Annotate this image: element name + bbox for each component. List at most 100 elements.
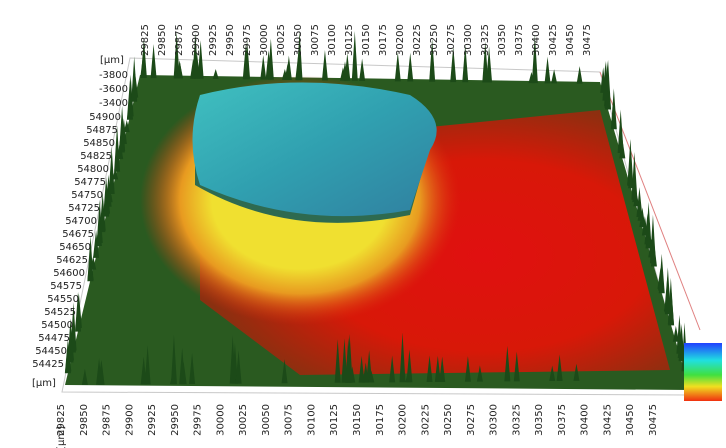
spike [242, 44, 249, 80]
top-x-tick-label: 29900 [191, 24, 202, 56]
spike [464, 356, 471, 382]
spike [341, 338, 348, 383]
spike [193, 53, 200, 79]
top-x-tick-label: 29950 [225, 24, 236, 56]
spike [114, 125, 121, 172]
left-y-tick-label: 54850 [83, 138, 115, 149]
spike [112, 168, 119, 180]
spike [123, 120, 130, 133]
spike [81, 368, 88, 385]
spike [657, 273, 664, 291]
left-y-tick-label: 54775 [74, 177, 106, 188]
spike [170, 334, 177, 385]
bottom-x-tick-label: 29975 [193, 404, 204, 436]
top-x-tick-label: 29825 [140, 24, 151, 56]
bottom-x-tick-label: 29825 [56, 404, 67, 436]
spike [549, 365, 556, 382]
spike [260, 55, 267, 80]
spike [96, 221, 103, 243]
spike [648, 238, 655, 258]
spike [235, 350, 242, 384]
top-x-tick-label: 30050 [293, 24, 304, 56]
left-y-tick-label: 54800 [77, 164, 109, 175]
spike [173, 31, 180, 79]
top-x-tick-label: 30150 [361, 24, 372, 56]
spike [407, 52, 414, 82]
top-x-tick-label: 30225 [412, 24, 423, 56]
y-unit: [µm] [32, 378, 56, 389]
bottom-x-tick-label: 30450 [625, 404, 636, 436]
spike [70, 326, 77, 351]
bottom-x-tick-label: 30225 [420, 404, 431, 436]
spike [476, 365, 483, 382]
spike [321, 50, 328, 81]
top-x-tick-label: 30025 [276, 24, 287, 56]
spike [344, 53, 351, 81]
spike [399, 332, 406, 383]
bottom-x-tick-label: 30475 [648, 404, 659, 436]
top-x-tick-label: 30425 [548, 24, 559, 56]
spike [64, 338, 71, 374]
left-y-tick-label: 54625 [56, 255, 88, 266]
left-y-tick-label: 54575 [50, 281, 82, 292]
bottom-x-tick-label: 30075 [284, 404, 295, 436]
spike [389, 355, 396, 383]
spike [368, 370, 375, 383]
spike [544, 56, 551, 84]
spike [645, 236, 652, 249]
spike [189, 352, 196, 384]
bottom-x-tick-label: 29950 [170, 404, 181, 436]
left-y-tick-label: 54550 [47, 294, 79, 305]
z-tick-label: -3400 [99, 98, 128, 109]
spike [556, 354, 563, 381]
top-x-tick-label: 30375 [514, 24, 525, 56]
left-y-tick-label: 54450 [35, 346, 67, 357]
spike [627, 161, 634, 185]
top-x-tick-label: 30100 [327, 24, 338, 56]
spike [93, 230, 100, 258]
spike [528, 71, 535, 84]
bottom-x-tick-label: 29850 [79, 404, 90, 436]
spike [75, 293, 82, 329]
bottom-x-tick-label: 30125 [329, 404, 340, 436]
spike [229, 335, 236, 384]
top-x-tick-label: 30125 [344, 24, 355, 56]
top-x-tick-label: 30325 [480, 24, 491, 56]
bottom-x-tick-label: 30100 [306, 404, 317, 436]
spike [573, 363, 580, 381]
spike [664, 267, 671, 315]
spikes [64, 30, 691, 385]
spike [676, 314, 683, 354]
bottom-x-tick-label: 30275 [466, 404, 477, 436]
top-x-tick-label: 30175 [378, 24, 389, 56]
spike [504, 345, 511, 382]
spike [108, 147, 115, 194]
top-x-tick-label: 29850 [157, 24, 168, 56]
color-bar [684, 343, 722, 401]
spike [126, 80, 133, 120]
z-tick-label: -3800 [99, 70, 128, 81]
spike [672, 325, 679, 342]
x-unit: [µm] [56, 426, 67, 448]
spike [610, 88, 617, 130]
left-y-tick-label: 54700 [65, 216, 97, 227]
bottom-x-tick-label: 30175 [375, 404, 386, 436]
spike [531, 34, 538, 84]
spike [179, 347, 186, 385]
spike [450, 46, 457, 83]
spike [339, 67, 346, 81]
bottom-x-tick-label: 30300 [489, 404, 500, 436]
bottom-x-tick-label: 30325 [511, 404, 522, 436]
spike [144, 345, 151, 385]
left-y-tick-label: 54875 [86, 125, 118, 136]
plateau [192, 82, 437, 217]
spike [98, 360, 105, 385]
bottom-x-tick-label: 30050 [261, 404, 272, 436]
spike [631, 151, 638, 200]
bottom-x-tick-label: 30375 [557, 404, 568, 436]
left-y-tick-label: 54425 [32, 359, 64, 370]
spike [429, 38, 436, 82]
spike [576, 66, 583, 84]
left-y-tick-label: 54825 [80, 151, 112, 162]
bottom-x-tick-label: 30000 [215, 404, 226, 436]
